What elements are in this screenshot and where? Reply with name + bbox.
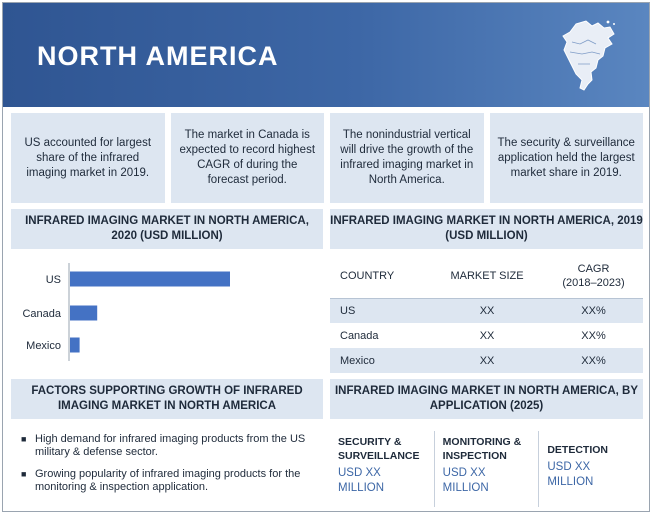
fact-us: US accounted for largest share of the in… xyxy=(11,113,165,203)
table-header-row: COUNTRY MARKET SIZE CAGR (2018–2023) xyxy=(330,255,643,299)
factors-title: FACTORS SUPPORTING GROWTH OF INFRARED IM… xyxy=(11,379,323,419)
bar-chart-svg: US Canada Mexico xyxy=(22,263,230,361)
bullet-square-icon: ■ xyxy=(21,469,27,479)
category-label-us: US xyxy=(46,274,61,286)
app-security-surveillance: SECURITY & SURVEILLANCE USD XX MILLION xyxy=(330,431,434,507)
row-country: Mexico xyxy=(330,348,430,373)
table-title: INFRARED IMAGING MARKET IN NORTH AMERICA… xyxy=(330,209,643,249)
app-value: USD XX MILLION xyxy=(547,461,594,488)
table-header-market-size: MARKET SIZE xyxy=(430,255,545,299)
category-label-mexico: Mexico xyxy=(26,340,61,352)
table-header-cagr: CAGR (2018–2023) xyxy=(544,255,643,299)
row-market-size: XX xyxy=(430,348,545,373)
app-detection: DETECTION USD XX MILLION xyxy=(538,431,643,507)
factor-text: Growing popularity of infrared imaging p… xyxy=(35,468,301,493)
list-item: ■ Growing popularity of infrared imaging… xyxy=(21,468,321,494)
bar-mexico xyxy=(70,337,80,353)
key-facts: US accounted for largest share of the in… xyxy=(11,113,643,203)
cagr-label: CAGR xyxy=(577,263,610,276)
category-label-canada: Canada xyxy=(22,308,61,320)
fact-canada: The market in Canada is expected to reco… xyxy=(170,113,324,203)
row-cagr: XX% xyxy=(581,329,606,342)
app-value: USD XX MILLION xyxy=(338,467,385,494)
region-title: NORTH AMERICA xyxy=(37,41,279,71)
factors-list: ■ High demand for infrared imaging produ… xyxy=(21,433,321,503)
list-item: ■ High demand for infrared imaging produ… xyxy=(21,433,321,459)
app-value: USD XX MILLION xyxy=(442,467,489,494)
bar-canada xyxy=(70,305,98,321)
bar-us xyxy=(70,271,230,287)
fact-vertical: The nonindustrial vertical will drive th… xyxy=(330,113,484,203)
row-cagr: XX% xyxy=(544,298,643,324)
app-name: SECURITY & SURVEILLANCE xyxy=(338,436,420,462)
app-monitoring-inspection: MONITORING & INSPECTION USD XX MILLION xyxy=(433,431,539,507)
row-market-size: XX xyxy=(479,329,495,342)
row-cagr: XX% xyxy=(544,348,643,373)
row-country: US xyxy=(330,298,430,324)
bullet-square-icon: ■ xyxy=(21,434,27,444)
bar-chart: US Canada Mexico xyxy=(11,253,323,373)
table-row: US XX XX% xyxy=(330,298,643,324)
table-header-country: COUNTRY xyxy=(330,255,430,299)
fact-application: The security & surveillance application … xyxy=(489,113,643,203)
row-country: Canada xyxy=(340,329,379,342)
application-title: INFRARED IMAGING MARKET IN NORTH AMERICA… xyxy=(330,379,643,419)
header-banner: NORTH AMERICA xyxy=(3,3,649,107)
application-list: SECURITY & SURVEILLANCE USD XX MILLION M… xyxy=(330,431,643,507)
factor-text: High demand for infrared imaging product… xyxy=(35,433,306,458)
row-market-size: XX xyxy=(430,298,545,324)
table-row: Mexico XX XX% xyxy=(330,348,643,373)
app-name: DETECTION xyxy=(547,444,609,456)
bar-chart-title: INFRARED IMAGING MARKET IN NORTH AMERICA… xyxy=(11,209,323,249)
country-table: COUNTRY MARKET SIZE CAGR (2018–2023) US X… xyxy=(330,255,643,373)
app-name: MONITORING & INSPECTION xyxy=(442,436,522,462)
north-america-map-icon xyxy=(562,20,615,91)
cagr-period: (2018–2023) xyxy=(562,277,625,290)
table-row: Canada XX XX% xyxy=(330,323,643,348)
